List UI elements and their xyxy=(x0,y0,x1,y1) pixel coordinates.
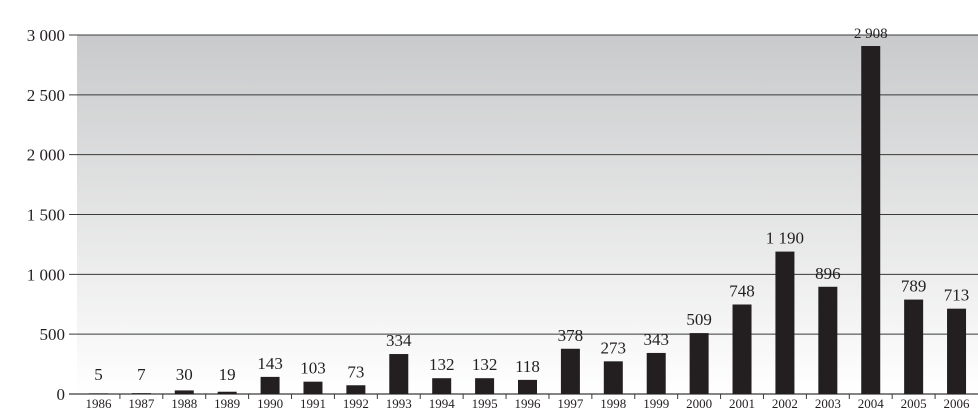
y-tick-label: 2 000 xyxy=(27,146,65,165)
bar-1987 xyxy=(131,393,151,394)
x-tick-label-2001: 2001 xyxy=(729,396,755,411)
x-tick-label-1994: 1994 xyxy=(429,396,456,411)
data-label-1989: 19 xyxy=(219,365,236,384)
x-tick-label-2000: 2000 xyxy=(686,396,712,411)
data-label-2000: 509 xyxy=(686,310,712,329)
bar-1990 xyxy=(260,376,280,394)
x-tick-label-2004: 2004 xyxy=(858,396,885,411)
y-tick-label: 3 000 xyxy=(27,26,65,45)
bar-2001 xyxy=(732,304,752,394)
bar-1994 xyxy=(432,378,452,394)
bar-2004 xyxy=(861,46,881,394)
data-label-2003: 896 xyxy=(815,264,841,283)
bar-2002 xyxy=(775,251,795,394)
bar-2006 xyxy=(947,308,967,394)
x-tick-label-1986: 1986 xyxy=(85,396,112,411)
data-label-1998: 273 xyxy=(601,338,627,357)
data-label-1988: 30 xyxy=(176,365,193,384)
data-label-1995: 132 xyxy=(472,355,498,374)
x-tick-label-2002: 2002 xyxy=(772,396,798,411)
data-label-2002: 1 190 xyxy=(766,229,804,248)
x-tick-label-1988: 1988 xyxy=(171,396,197,411)
bar-1998 xyxy=(603,361,623,394)
y-tick-label: 1 500 xyxy=(27,206,65,225)
data-label-1997: 378 xyxy=(558,326,584,345)
x-tick-label-1995: 1995 xyxy=(472,396,498,411)
y-tick-label: 1 000 xyxy=(27,265,65,284)
bar-1988 xyxy=(174,390,194,394)
data-label-1999: 343 xyxy=(643,330,669,349)
bar-1989 xyxy=(217,391,237,394)
x-axis-tick-labels: 1986 1987 1988 1989 1990 1991 1992 1993 1994 1995… xyxy=(85,394,970,411)
data-label-2001: 748 xyxy=(729,281,755,300)
x-tick-label-1996: 1996 xyxy=(515,396,542,411)
data-labels: 5 7 30 19 143 103 73 334 132 132 118 378 273 343 509 74… xyxy=(94,26,969,384)
bar-2000 xyxy=(689,333,709,394)
x-tick-label-2005: 2005 xyxy=(901,396,927,411)
data-label-1991: 103 xyxy=(300,359,326,378)
x-tick-label-1997: 1997 xyxy=(557,396,584,411)
y-tick-label: 500 xyxy=(40,325,66,344)
data-label-1994: 132 xyxy=(429,355,455,374)
x-tick-label-1990: 1990 xyxy=(257,396,283,411)
data-label-1992: 73 xyxy=(347,362,364,381)
data-label-1993: 334 xyxy=(386,331,412,350)
y-tick-label: 2 500 xyxy=(27,86,65,105)
bar-1991 xyxy=(303,381,323,394)
bar-2003 xyxy=(818,286,838,394)
x-tick-label-1993: 1993 xyxy=(386,396,412,411)
data-label-2006: 713 xyxy=(944,286,970,305)
bars xyxy=(88,46,967,394)
x-tick-label-1987: 1987 xyxy=(128,396,155,411)
bar-1995 xyxy=(475,378,495,394)
x-tick-label-1992: 1992 xyxy=(343,396,369,411)
x-tick-label-1999: 1999 xyxy=(643,396,669,411)
x-tick-label-2003: 2003 xyxy=(815,396,841,411)
bar-1997 xyxy=(560,348,580,394)
data-label-2004: 2 908 xyxy=(854,26,888,42)
bar-1986 xyxy=(88,393,108,394)
data-label-1990: 143 xyxy=(257,354,283,373)
x-tick-label-2006: 2006 xyxy=(944,396,971,411)
data-label-1987: 7 xyxy=(137,365,146,384)
y-axis-tick-labels: 0 500 1 000 1 500 2 000 2 500 3 000 xyxy=(27,26,65,404)
x-tick-label-1989: 1989 xyxy=(214,396,240,411)
x-tick-label-1991: 1991 xyxy=(300,396,326,411)
bar-1993 xyxy=(389,354,409,394)
data-label-2005: 789 xyxy=(901,277,927,296)
x-tick-label-1998: 1998 xyxy=(600,396,626,411)
data-label-1986: 5 xyxy=(94,365,103,384)
bar-1992 xyxy=(346,385,366,394)
bar-1996 xyxy=(518,379,537,394)
data-label-1996: 118 xyxy=(515,357,540,376)
bar-1999 xyxy=(646,352,666,394)
bar-2005 xyxy=(904,299,924,394)
y-tick-label: 0 xyxy=(57,385,66,404)
